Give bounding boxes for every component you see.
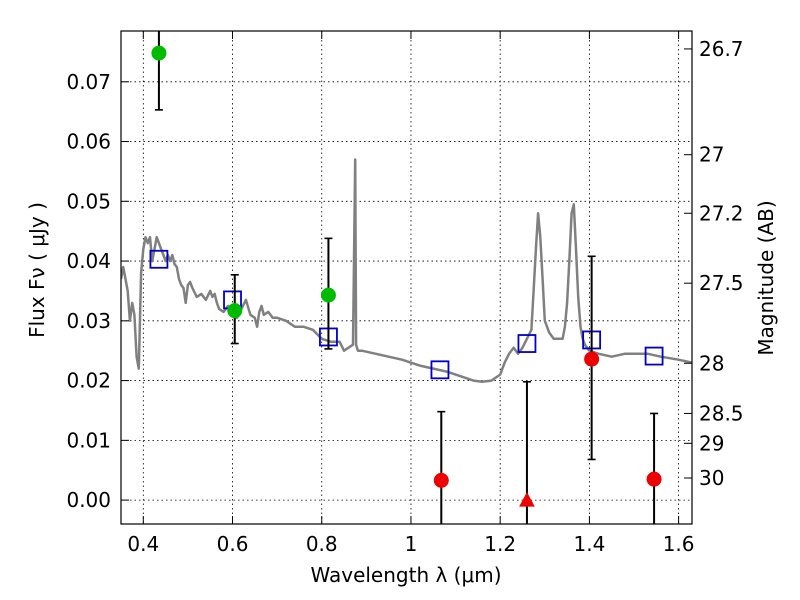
x-tick-label: 1.2 xyxy=(484,532,516,556)
y2-tick-label: 27.5 xyxy=(699,271,744,295)
y-tick-label: 0.07 xyxy=(66,70,111,94)
y-tick-label: 0.02 xyxy=(66,369,111,393)
x-tick-label: 1 xyxy=(405,532,418,556)
non-detection-point xyxy=(584,351,600,367)
y2-tick-label: 29 xyxy=(699,431,724,455)
x-tick-label: 0.4 xyxy=(127,532,159,556)
y-tick-label: 0.03 xyxy=(66,309,111,333)
x-axis-title: Wavelength λ (μm) xyxy=(310,563,501,587)
y2-tick-label: 26.7 xyxy=(699,37,744,61)
detection-point xyxy=(151,45,167,61)
model-band-square xyxy=(149,249,169,269)
upper-limit-triangle xyxy=(519,492,535,507)
model-band-square xyxy=(430,360,450,380)
y-tick-label: 0.00 xyxy=(66,488,111,512)
model-spectrum-line xyxy=(121,158,692,384)
plot-frame xyxy=(120,30,693,525)
y2-tick-label: 28.5 xyxy=(699,401,744,425)
x-tick-label: 1.6 xyxy=(663,532,695,556)
y2-tick-label: 27.2 xyxy=(699,201,744,225)
y2-tick-label: 27 xyxy=(699,143,724,167)
x-tick-label: 0.6 xyxy=(217,532,249,556)
model-band-square xyxy=(517,334,537,353)
x-tick-label: 1.4 xyxy=(573,532,605,556)
detection-point xyxy=(227,303,243,319)
y-tick-label: 0.05 xyxy=(66,189,111,213)
x-tick-label: 0.8 xyxy=(306,532,338,556)
y2-tick-label: 28 xyxy=(699,351,724,375)
y2-tick-label: 30 xyxy=(699,466,724,490)
y-tick-label: 0.04 xyxy=(66,249,111,273)
model-band-square xyxy=(644,346,664,366)
y-tick-label: 0.01 xyxy=(66,428,111,452)
non-detection-point xyxy=(433,472,449,488)
y2-axis-title: Magnitude (AB) xyxy=(754,200,778,355)
y-tick-label: 0.06 xyxy=(66,130,111,154)
non-detection-point xyxy=(646,471,662,487)
grid-lines xyxy=(121,31,692,524)
y-axis-title: Flux Fν ( μJy ) xyxy=(25,202,49,338)
detection-point xyxy=(320,287,336,303)
